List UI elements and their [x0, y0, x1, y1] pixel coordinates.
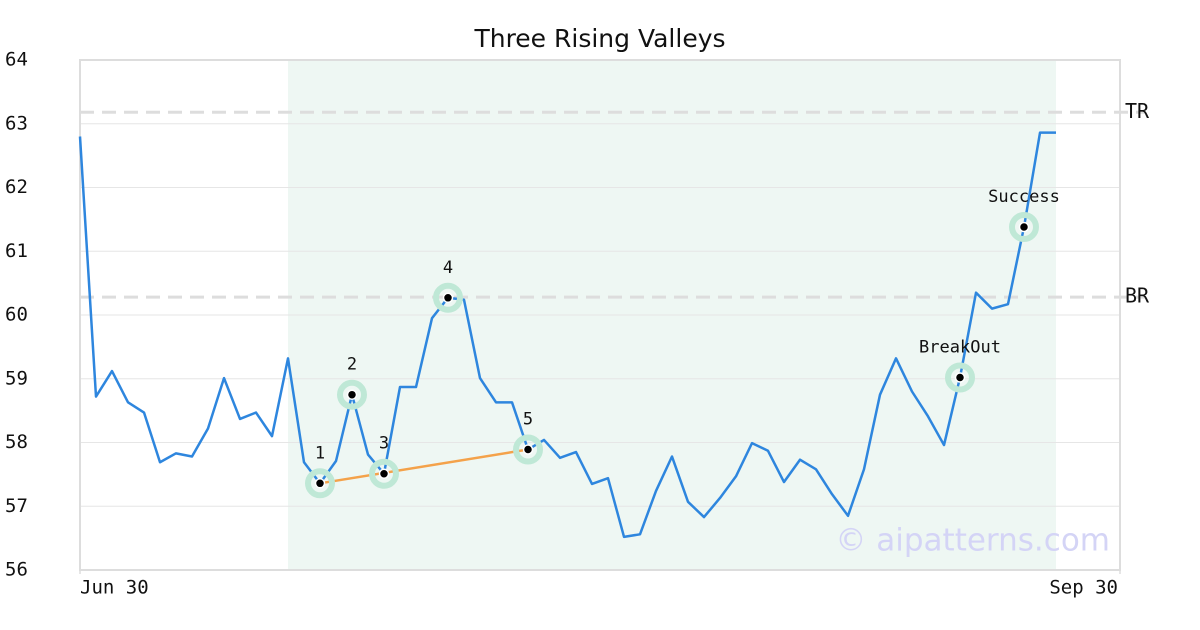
marker-label: BreakOut [919, 337, 1001, 357]
marker-halo [513, 434, 543, 465]
x-tick-label: Jun 30 [80, 577, 149, 599]
marker-dot [442, 292, 454, 304]
chart-title: Three Rising Valleys [473, 24, 725, 53]
marker-dot [378, 468, 390, 479]
watermark: © aipatterns.com [835, 523, 1110, 559]
x-tick-label: Sep 30 [1049, 577, 1118, 599]
y-tick-label: 61 [5, 240, 28, 262]
marker-label: 5 [523, 410, 533, 430]
marker-label: Success [988, 187, 1060, 207]
y-tick-label: 64 [5, 49, 28, 71]
marker-dot [954, 372, 966, 383]
marker-dot [522, 444, 534, 455]
level-label: TR [1125, 99, 1150, 123]
plot-frame [79, 59, 1121, 571]
marker-halo [337, 379, 367, 410]
marker-label: 1 [315, 443, 325, 463]
y-tick-label: 60 [5, 304, 28, 326]
level-label: BR [1125, 284, 1150, 308]
marker-dot [346, 389, 358, 400]
marker-dot [1018, 221, 1030, 233]
price-line [78, 131, 1056, 539]
marker-halo [945, 362, 975, 393]
marker-label: 4 [443, 258, 453, 278]
marker-halo [369, 458, 399, 489]
y-tick-label: 63 [5, 112, 28, 134]
y-tick-label: 62 [5, 176, 28, 198]
y-tick-label: 59 [5, 367, 28, 389]
marker-halo [1009, 212, 1039, 243]
y-tick-label: 56 [5, 559, 28, 581]
marker-label: 3 [379, 434, 389, 454]
y-tick-label: 57 [5, 495, 28, 517]
marker-dot [314, 478, 326, 489]
marker-label: 2 [347, 355, 357, 375]
marker-halo [305, 468, 335, 499]
trend-line [319, 448, 529, 485]
marker-halo [433, 282, 463, 313]
y-tick-label: 58 [5, 431, 28, 453]
